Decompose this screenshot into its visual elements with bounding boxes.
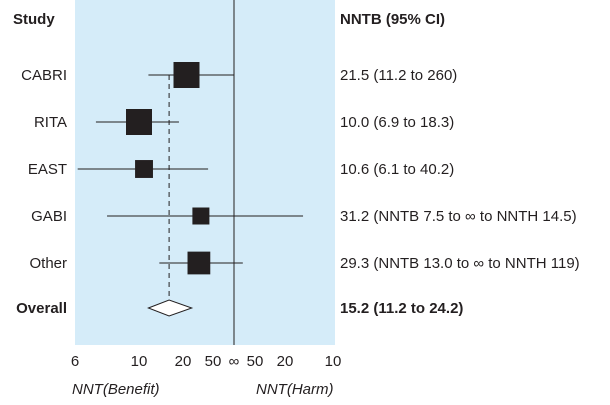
harm-axis-caption: NNT(Harm) <box>256 381 333 398</box>
nntb-ci-value: 10.0 (6.9 to 18.3) <box>340 114 454 131</box>
study-name: GABI <box>31 208 67 225</box>
study-row-cabri: CABRI 21.5 (11.2 to 260) <box>21 62 457 88</box>
x-tick-label: 50 <box>205 353 222 370</box>
study-name: CABRI <box>21 67 67 84</box>
point-estimate-marker <box>135 160 153 178</box>
x-tick-label: 50 <box>247 353 264 370</box>
plot-panel <box>75 0 335 345</box>
x-tick-label: 10 <box>325 353 342 370</box>
nntb-ci-value: 10.6 (6.1 to 40.2) <box>340 161 454 178</box>
overall-diamond <box>147 299 194 317</box>
nntb-ci-value: 31.2 (NNTB 7.5 to ∞ to NNTH 14.5) <box>340 208 577 225</box>
study-name: RITA <box>34 114 67 131</box>
point-estimate-marker <box>173 62 200 88</box>
nntb-ci-value: 21.5 (11.2 to 260) <box>340 67 457 84</box>
overall-label: Overall <box>16 300 67 317</box>
overall-nntb-ci-value: 15.2 (11.2 to 24.2) <box>340 300 463 317</box>
benefit-axis-caption: NNT(Benefit) <box>72 381 160 398</box>
study-column-header: Study <box>13 11 55 28</box>
x-tick-label: 6 <box>71 353 79 370</box>
study-row-east: EAST 10.6 (6.1 to 40.2) <box>28 160 454 178</box>
x-tick-label: ∞ <box>229 353 240 370</box>
study-row-gabi: GABI 31.2 (NNTB 7.5 to ∞ to NNTH 14.5) <box>31 207 577 225</box>
x-axis-ticks: 6 10 20 50 ∞ 50 20 10 <box>71 353 342 370</box>
point-estimate-marker <box>187 251 211 275</box>
study-row-rita: RITA 10.0 (6.9 to 18.3) <box>34 109 454 135</box>
study-row-other: Other 29.3 (NNTB 13.0 to ∞ to NNTH 119) <box>29 251 580 275</box>
nntb-ci-value: 29.3 (NNTB 13.0 to ∞ to NNTH 119) <box>340 255 580 272</box>
overall-row: Overall 15.2 (11.2 to 24.2) <box>16 299 463 317</box>
study-name: EAST <box>28 161 67 178</box>
point-estimate-marker <box>126 109 152 135</box>
x-tick-label: 10 <box>131 353 148 370</box>
x-tick-label: 20 <box>175 353 192 370</box>
x-tick-label: 20 <box>277 353 294 370</box>
study-name: Other <box>29 255 67 272</box>
study-rows: CABRI 21.5 (11.2 to 260) RITA 10.0 (6.9 to … <box>21 62 580 275</box>
estimate-column-header: NNTB (95% CI) <box>340 11 445 28</box>
point-estimate-marker <box>192 207 210 225</box>
